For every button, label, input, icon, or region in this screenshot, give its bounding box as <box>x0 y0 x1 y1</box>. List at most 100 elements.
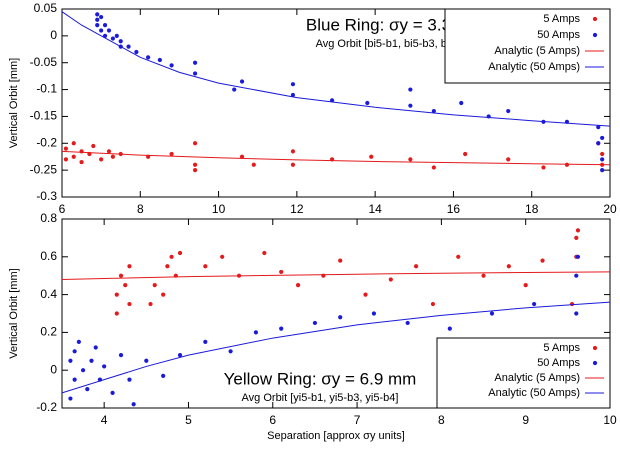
data-point <box>338 258 343 263</box>
data-point <box>338 315 343 320</box>
data-point <box>99 28 104 33</box>
legend-swatch <box>592 32 598 38</box>
analytic-curve <box>61 11 611 127</box>
data-point <box>106 149 112 154</box>
legend-box <box>436 337 611 409</box>
data-point <box>596 141 601 146</box>
y-tick-label: 0.05 <box>34 1 58 15</box>
data-point <box>114 311 119 316</box>
data-point <box>89 358 94 363</box>
data-point <box>146 55 151 60</box>
legend-label: 5 Amps <box>543 13 580 25</box>
x-tick-label: 9 <box>522 413 529 427</box>
data-point <box>95 17 100 22</box>
data-point <box>295 283 301 288</box>
data-point <box>127 377 132 382</box>
data-point <box>489 311 495 316</box>
data-point <box>506 264 511 269</box>
data-point <box>110 154 115 159</box>
data-point <box>279 326 284 331</box>
data-point <box>239 154 245 159</box>
legend-label: 50 Amps <box>537 357 580 369</box>
y-tick-label: -0.2 <box>36 135 57 149</box>
x-tick-label: 18 <box>525 202 539 216</box>
data-point <box>134 49 139 55</box>
data-point <box>110 390 115 395</box>
data-point <box>79 159 84 165</box>
data-point <box>203 339 208 344</box>
data-point <box>574 311 579 316</box>
data-point <box>506 108 511 114</box>
data-point <box>430 301 436 307</box>
x-tick-label: 6 <box>59 202 66 216</box>
data-point <box>541 165 546 170</box>
data-point <box>228 349 233 354</box>
data-point <box>506 157 511 162</box>
data-point <box>569 301 575 307</box>
data-point <box>456 254 461 259</box>
data-point <box>114 292 119 297</box>
analytic-curve <box>61 301 611 394</box>
data-point <box>80 368 86 373</box>
x-tick-label: 8 <box>137 202 144 216</box>
legend-box <box>444 8 611 84</box>
data-point <box>290 92 296 98</box>
data-point <box>251 162 256 167</box>
data-point <box>459 100 464 106</box>
data-point <box>447 326 452 331</box>
analytic-curve <box>61 150 611 166</box>
data-point <box>148 301 153 307</box>
data-point <box>85 387 90 392</box>
data-point <box>481 273 486 278</box>
data-point <box>262 250 267 256</box>
data-point <box>99 14 104 20</box>
data-point <box>71 154 76 159</box>
y-axis-label: Vertical Orbit [mm] <box>8 268 20 358</box>
y-tick-label: 0 <box>50 362 57 376</box>
data-point <box>290 162 296 167</box>
data-point <box>127 301 132 307</box>
x-tick-label: 16 <box>447 202 461 216</box>
x-tick-label: 7 <box>354 413 361 427</box>
data-point <box>192 71 198 76</box>
data-point <box>220 254 225 259</box>
data-point <box>68 396 73 401</box>
chart-title: Blue Ring: σy = 3.3 mm <box>306 15 484 34</box>
data-point <box>123 283 128 288</box>
data-point <box>144 358 149 363</box>
data-point <box>575 254 581 259</box>
legend-swatch <box>592 360 598 366</box>
data-point <box>110 36 115 41</box>
data-point <box>575 228 581 233</box>
y-tick-label: -0.1 <box>36 82 57 96</box>
data-point <box>152 283 157 288</box>
data-point <box>369 154 374 159</box>
data-point <box>363 292 368 297</box>
data-point <box>431 108 436 114</box>
data-point <box>71 141 76 146</box>
plot-frame <box>61 8 611 198</box>
data-point <box>118 352 124 358</box>
legend-label: Analytic (50 Amps) <box>488 387 580 399</box>
data-point <box>114 33 119 38</box>
data-point <box>290 149 296 154</box>
data-point <box>169 254 174 259</box>
legend-label: Analytic (5 Amps) <box>494 372 580 384</box>
data-point <box>165 264 170 269</box>
data-point <box>131 402 136 407</box>
data-point <box>102 364 107 369</box>
data-point <box>239 79 245 84</box>
y-tick-label: 0 <box>50 28 57 42</box>
data-point <box>192 141 198 146</box>
data-point <box>596 125 601 130</box>
data-point <box>279 269 284 275</box>
y-tick-label: -0.15 <box>30 109 58 123</box>
data-point <box>91 143 96 149</box>
data-point <box>523 283 528 288</box>
chart-subtitle: Avg Orbit [yi5-b1, yi5-b3, yi5-b4] <box>242 392 399 404</box>
data-point <box>463 151 468 157</box>
y-axis-label: Vertical Orbit [mm] <box>8 58 20 148</box>
data-point <box>408 87 413 92</box>
data-point <box>68 358 73 363</box>
